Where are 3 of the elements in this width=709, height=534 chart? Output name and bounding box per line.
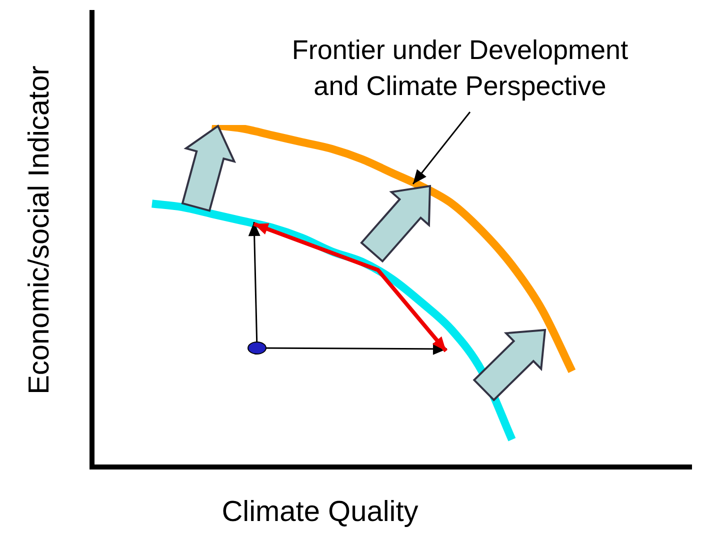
text: Frontier under Development and Climate Perspective	[290, 34, 630, 103]
y-axis-title: Economic/social Indicator	[24, 66, 56, 394]
x-axis-title: Climate Quality	[220, 496, 420, 529]
